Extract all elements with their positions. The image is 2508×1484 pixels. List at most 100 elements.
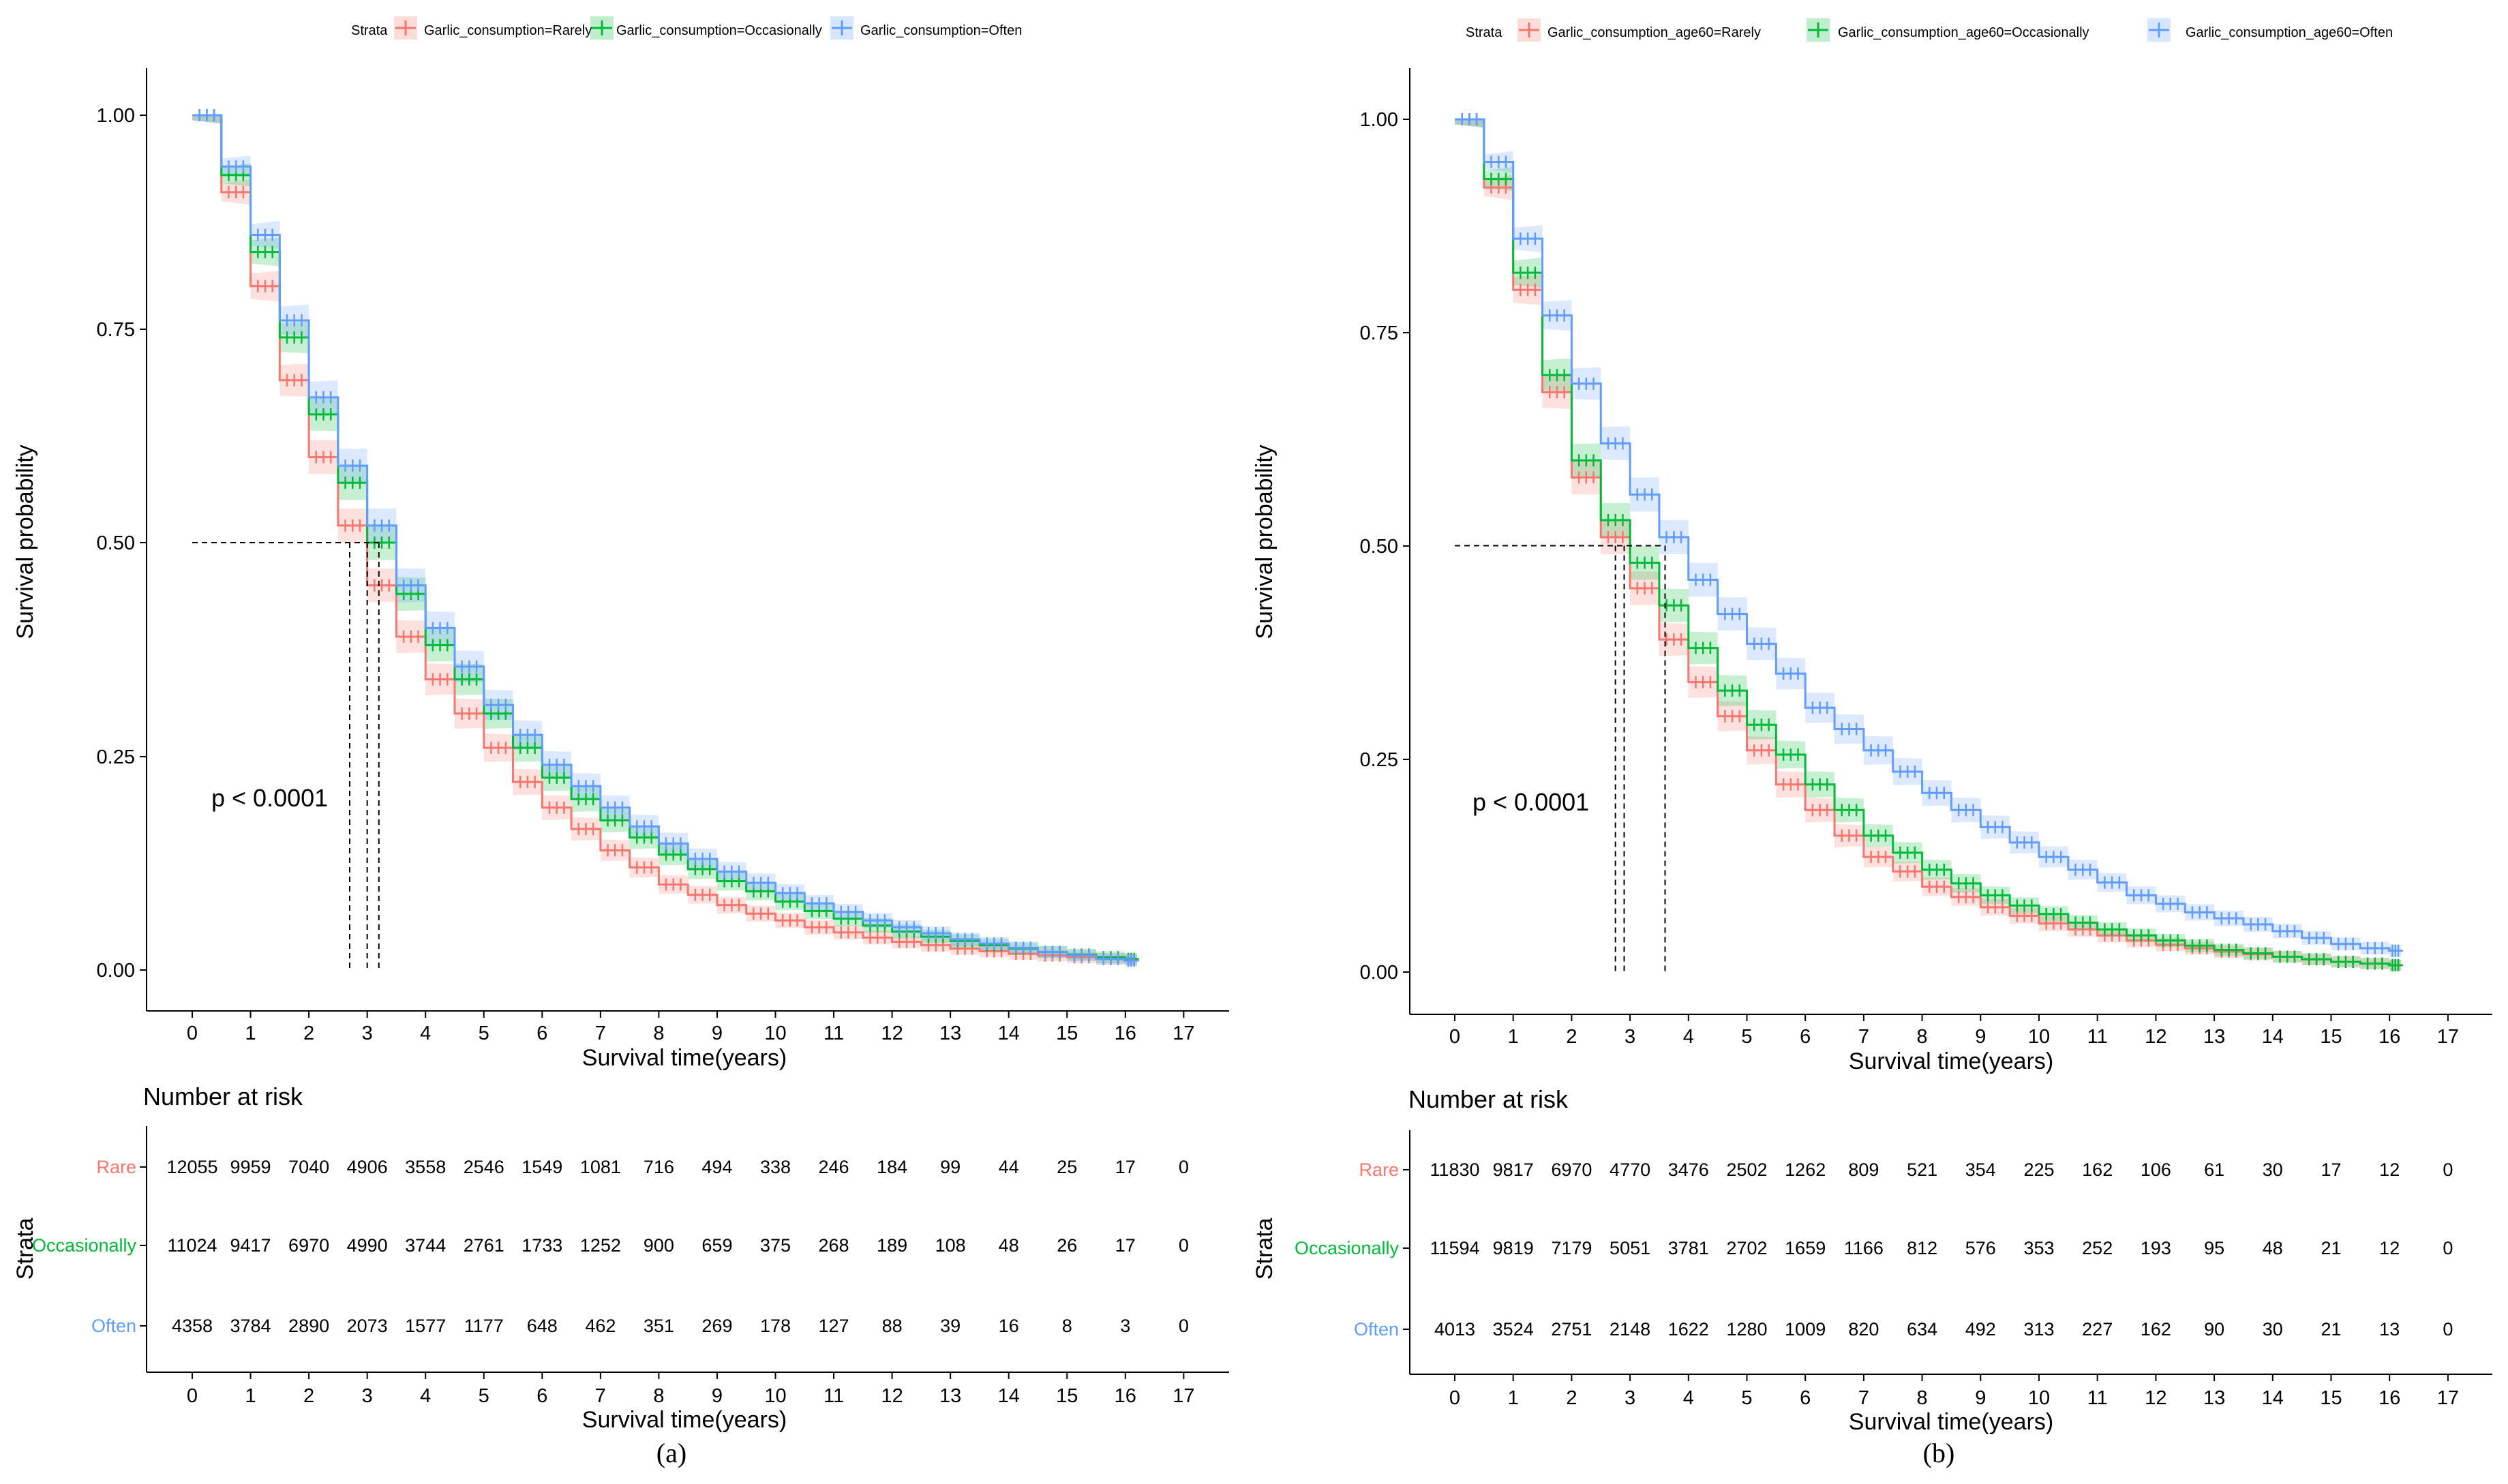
risk-cell: 809 <box>1848 1160 1879 1180</box>
risk-x-tick-label: 17 <box>2437 1387 2459 1409</box>
x-tick-label: 10 <box>764 1023 786 1044</box>
ci-band-often <box>1455 119 2402 957</box>
risk-table-a: Rare 12055 9959 7040 4906 3558 2546 1549 1081 716… <box>32 1157 1195 1407</box>
risk-cell: 1280 <box>1726 1319 1767 1339</box>
p-value-a: p < 0.0001 <box>211 784 328 812</box>
risk-cell: 820 <box>1848 1319 1879 1339</box>
plot-axes-a <box>146 68 1229 1012</box>
risk-cell: 3524 <box>1493 1319 1534 1339</box>
legend-key-occasionally-b <box>1807 18 1830 42</box>
risk-cell: 2073 <box>347 1316 388 1336</box>
risk-cell: 2148 <box>1610 1319 1650 1339</box>
x-tick-label: 4 <box>420 1023 431 1044</box>
risk-x-tick-label: 6 <box>537 1385 547 1407</box>
risk-cell: 659 <box>701 1235 732 1256</box>
y-tick-label-a: 0.25 <box>97 746 135 768</box>
risk-cell: 25 <box>1057 1157 1077 1177</box>
risk-table-y-title-a: Strata <box>12 1218 38 1280</box>
risk-x-tick-label: 9 <box>1975 1387 1986 1409</box>
risk-table-x-title-b: Survival time(years) <box>1849 1409 2053 1435</box>
legend-label-occasionally-a: Garlic_consumption=Occasionally <box>616 23 822 38</box>
plot-area-b <box>1455 113 2404 972</box>
risk-cell: 26 <box>1057 1235 1077 1256</box>
risk-cell: 21 <box>2321 1319 2341 1339</box>
risk-x-tick-label: 13 <box>939 1385 961 1407</box>
risk-cell: 576 <box>1965 1238 1996 1258</box>
x-tick-label: 5 <box>479 1023 489 1044</box>
legend-key-occasionally-a <box>590 16 614 40</box>
risk-cell: 12 <box>2379 1160 2400 1180</box>
x-tick-label: 5 <box>1741 1026 1752 1048</box>
risk-x-tick-label: 11 <box>824 1385 844 1407</box>
risk-x-tick-label: 13 <box>2203 1387 2225 1409</box>
legend-key-rarely-b <box>1517 18 1541 42</box>
risk-cell: 2546 <box>464 1157 504 1177</box>
risk-cell: 189 <box>877 1235 907 1256</box>
y-tick-label-b: 0.50 <box>1360 536 1398 558</box>
risk-cell: 2890 <box>288 1316 329 1336</box>
risk-cell: 16 <box>999 1316 1019 1336</box>
risk-row-label-often: Often <box>1354 1319 1399 1339</box>
x-tick-label: 8 <box>653 1023 664 1044</box>
risk-x-tick-label: 11 <box>2087 1387 2108 1409</box>
risk-cell: 7179 <box>1551 1238 1592 1258</box>
risk-table-y-title-b: Strata <box>1252 1218 1278 1280</box>
legend-title-a: Strata <box>351 23 388 38</box>
risk-cell: 2751 <box>1551 1319 1592 1339</box>
risk-x-tick-label: 0 <box>1449 1387 1460 1409</box>
y-axis-title-a: Survival probability <box>12 444 38 639</box>
plot-axes-b <box>1409 68 2492 1015</box>
legend-label-occasionally-b: Garlic_consumption_age60=Occasionally <box>1838 25 2089 40</box>
risk-cell: 353 <box>2023 1238 2054 1258</box>
legend-label-often-a: Garlic_consumption=Often <box>860 23 1022 38</box>
risk-cell: 1262 <box>1785 1160 1826 1180</box>
risk-cell: 1009 <box>1785 1319 1826 1339</box>
x-tick-label: 15 <box>1056 1023 1078 1044</box>
risk-cell: 9819 <box>1493 1238 1534 1258</box>
y-tick-label-a: 0.50 <box>97 532 135 554</box>
y-axis-title-b: Survival probability <box>1252 444 1278 639</box>
risk-cell: 2702 <box>1726 1238 1767 1258</box>
risk-cell: 12055 <box>166 1157 217 1177</box>
risk-cell: 2761 <box>464 1235 504 1256</box>
risk-cell: 1659 <box>1785 1238 1826 1258</box>
risk-row-label-occasionally: Occasionally <box>32 1235 137 1256</box>
risk-cell: 13 <box>2379 1319 2400 1339</box>
risk-cell: 0 <box>2443 1238 2453 1258</box>
risk-x-tick-label: 16 <box>2378 1387 2400 1409</box>
risk-cell: 106 <box>2141 1160 2171 1180</box>
censor-marks-rarely <box>1457 113 2404 971</box>
x-tick-label: 0 <box>1449 1026 1460 1048</box>
risk-cell: 269 <box>701 1316 732 1336</box>
risk-cell: 48 <box>999 1235 1019 1256</box>
risk-x-tick-label: 1 <box>1508 1387 1519 1409</box>
x-tick-label: 13 <box>2203 1026 2225 1048</box>
y-ticks-b: 0.00 0.25 0.50 0.75 1.00 <box>1360 109 1410 984</box>
x-axis-title-a: Survival time(years) <box>582 1045 787 1071</box>
x-tick-label: 2 <box>303 1023 314 1044</box>
x-tick-label: 8 <box>1917 1026 1928 1048</box>
risk-cell: 1252 <box>580 1235 621 1256</box>
x-tick-label: 1 <box>245 1023 256 1044</box>
risk-cell: 6970 <box>288 1235 329 1256</box>
x-tick-label: 17 <box>2437 1026 2459 1048</box>
panel-b: Strata Garlic_consumption_age60=Rarely G… <box>1252 18 2492 1468</box>
x-tick-label: 17 <box>1173 1023 1194 1044</box>
risk-cell: 0 <box>1179 1235 1189 1256</box>
y-tick-label-a: 0.00 <box>97 960 135 982</box>
legend-key-rarely-a <box>394 16 417 40</box>
risk-x-tick-label: 4 <box>1683 1387 1694 1409</box>
risk-cell: 0 <box>2443 1319 2453 1339</box>
risk-cell: 11024 <box>167 1235 217 1256</box>
risk-cell: 812 <box>1907 1238 1937 1258</box>
risk-cell: 3781 <box>1668 1238 1709 1258</box>
x-tick-label: 2 <box>1566 1026 1577 1048</box>
risk-cell: 21 <box>2321 1238 2341 1258</box>
risk-cell: 11830 <box>1430 1160 1479 1180</box>
survival-curve-often <box>192 114 1138 962</box>
y-tick-label-b: 1.00 <box>1360 109 1398 131</box>
risk-cell: 3744 <box>405 1235 446 1256</box>
risk-cell: 4770 <box>1610 1160 1650 1180</box>
x-tick-label: 0 <box>187 1023 198 1044</box>
x-tick-label: 3 <box>1625 1026 1635 1048</box>
